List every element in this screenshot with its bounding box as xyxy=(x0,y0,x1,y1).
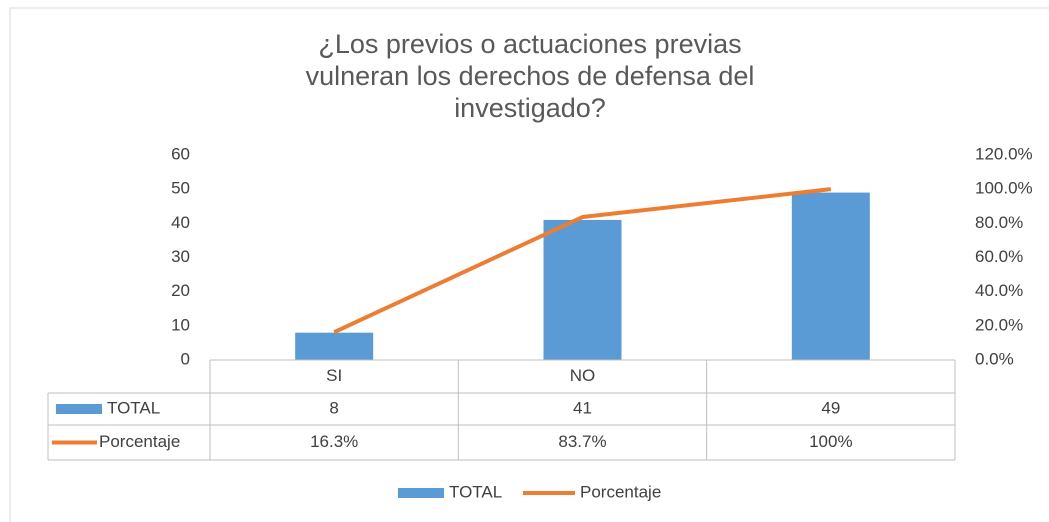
y2-tick-label: 100.0% xyxy=(975,179,1033,198)
y-tick-label: 20 xyxy=(171,281,190,300)
y2-tick-label: 80.0% xyxy=(975,213,1023,232)
x-tick-label: SI xyxy=(326,366,342,385)
table-value: 16.3% xyxy=(310,432,358,451)
y-tick-label: 30 xyxy=(171,247,190,266)
legend-label: Porcentaje xyxy=(580,482,661,501)
table-value: 83.7% xyxy=(558,432,606,451)
bar xyxy=(295,332,374,360)
table-value: 8 xyxy=(329,398,338,417)
y2-tick-label: 20.0% xyxy=(975,315,1023,334)
bar xyxy=(791,192,870,360)
y2-tick-label: 0.0% xyxy=(975,349,1014,368)
chart-title: ¿Los previos o actuaciones previas vulne… xyxy=(305,29,755,123)
y-tick-label: 50 xyxy=(171,179,190,198)
bar xyxy=(543,219,622,360)
chart-border xyxy=(9,7,1049,522)
y-tick-label: 60 xyxy=(171,144,190,163)
y2-tick-label: 120.0% xyxy=(975,144,1033,163)
table-value: 49 xyxy=(821,398,840,417)
y2-tick-label: 60.0% xyxy=(975,247,1023,266)
legend-key xyxy=(398,488,444,498)
table-value: 100% xyxy=(809,432,852,451)
table-row-label: Porcentaje xyxy=(99,432,180,451)
table-row-label: TOTAL xyxy=(107,398,160,417)
y2-tick-label: 40.0% xyxy=(975,281,1023,300)
y-tick-label: 0 xyxy=(181,349,190,368)
line xyxy=(333,187,832,334)
y-tick-label: 40 xyxy=(171,213,190,232)
legend-key xyxy=(56,404,102,414)
y-tick-label: 10 xyxy=(171,315,190,334)
x-tick-label: NO xyxy=(570,366,596,385)
legend-label: TOTAL xyxy=(449,482,502,501)
table-value: 41 xyxy=(573,398,592,417)
